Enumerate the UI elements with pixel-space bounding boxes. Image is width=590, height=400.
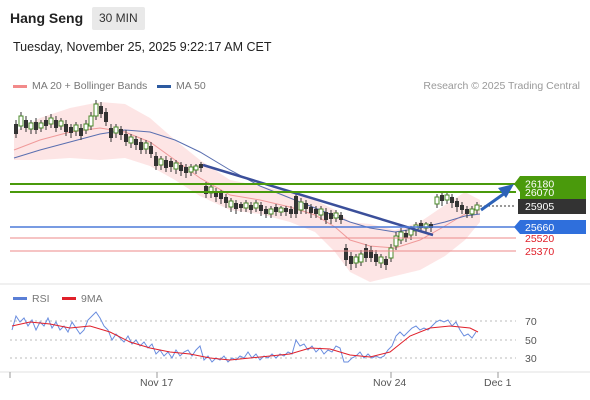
rsi-ma-line	[11, 321, 479, 361]
x-tick-nov17: Nov 17	[140, 377, 173, 389]
legend-ma50-label: MA 50	[176, 80, 206, 92]
level-text: 25905	[525, 201, 554, 213]
ma50-swatch	[157, 84, 171, 88]
forecast-arrow-icon	[480, 184, 514, 212]
rsi-legend-label: RSI	[32, 293, 50, 305]
level-text: 26180	[525, 179, 554, 191]
legend-ma50: MA 50	[157, 80, 206, 92]
rsi-tick-50: 50	[525, 335, 537, 347]
ma20-swatch	[13, 84, 27, 88]
level-text: 26070	[525, 187, 554, 199]
rsi-swatch	[13, 297, 27, 300]
level-label-25520: 25520	[525, 233, 554, 245]
level-label-26070: 26070	[520, 187, 586, 199]
rsi-line	[11, 311, 477, 363]
level-label-25660: 25660	[514, 220, 586, 234]
timeframe-badge[interactable]: 30 MIN	[92, 7, 145, 30]
ma20-line	[13, 127, 481, 249]
level-label-25370: 25370	[525, 246, 554, 258]
timestamp: Tuesday, November 25, 2025 9:22:17 AM CE…	[13, 40, 272, 54]
candles	[14, 100, 480, 270]
level-text: 25660	[525, 222, 554, 234]
level-label-26180: 26180	[514, 176, 586, 192]
rsi-tick-70: 70	[525, 316, 537, 328]
rsi-ma-swatch	[62, 297, 76, 300]
x-tick-nov24: Nov 24	[373, 377, 406, 389]
rsi-tick-30: 30	[525, 353, 537, 365]
level-label-25905: 25905	[518, 199, 586, 214]
x-tick-dec1: Dec 1	[484, 377, 512, 389]
research-credit: Research © 2025 Trading Central	[423, 80, 580, 92]
legend-ma20-label: MA 20 + Bollinger Bands	[32, 80, 148, 92]
trend-line[interactable]	[202, 163, 434, 237]
chart-header: Hang Seng 30 MIN	[0, 0, 590, 36]
legend-ma20: MA 20 + Bollinger Bands	[13, 80, 147, 92]
rsi-ma-legend-label: 9MA	[81, 293, 103, 305]
instrument-title: Hang Seng	[10, 10, 84, 26]
